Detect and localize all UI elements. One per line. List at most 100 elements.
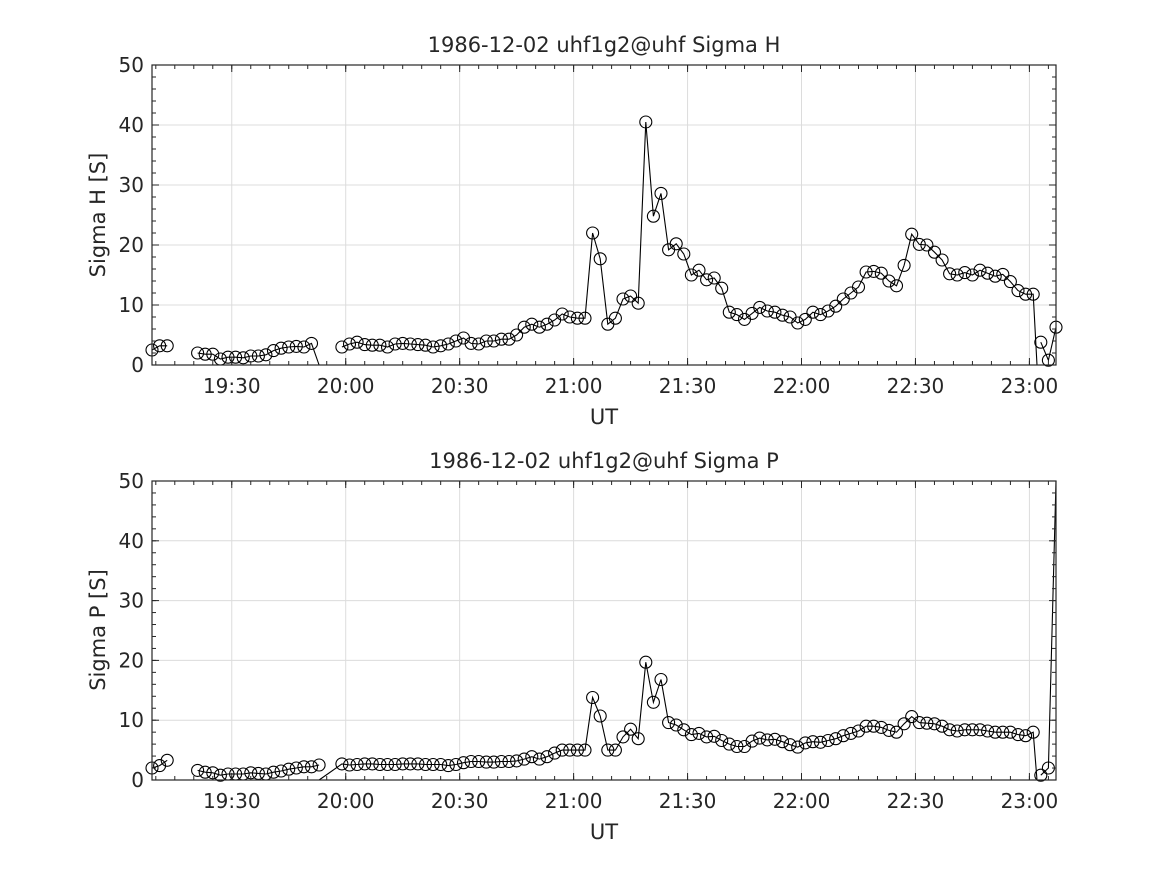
data-point: [624, 722, 638, 736]
data-point: [715, 733, 729, 748]
data-point: [472, 754, 486, 769]
data-point: [191, 763, 205, 777]
data-point: [289, 761, 303, 775]
data-point: [783, 738, 797, 752]
data-point: [358, 338, 372, 352]
data-point: [304, 760, 319, 774]
data-point: [616, 292, 630, 306]
data-point: [312, 758, 326, 772]
data-point: [297, 340, 311, 354]
data-point: [373, 757, 387, 772]
data-point: [1003, 275, 1017, 289]
data-point: [889, 725, 904, 739]
series: [145, 480, 1057, 782]
x-tick-label: 19:30: [203, 789, 261, 813]
data-point: [753, 300, 767, 314]
y-tick-label: 10: [119, 293, 144, 317]
data-point: [897, 717, 911, 731]
panel-sigma-h: 1986-12-02 uhf1g2@uhf Sigma H 19:30 20:00…: [86, 33, 1063, 429]
data-point: [472, 337, 486, 351]
data-point: [874, 720, 888, 734]
data-point: [221, 350, 235, 364]
chart-title: 1986-12-02 uhf1g2@uhf Sigma H: [428, 33, 781, 57]
data-point: [403, 757, 417, 771]
data-point: [304, 336, 319, 350]
data-point: [563, 743, 577, 757]
data-point: [927, 717, 942, 731]
data-point: [1041, 353, 1055, 367]
data-point: [396, 757, 410, 771]
data-point: [297, 760, 311, 774]
data-point: [593, 252, 607, 266]
y-tick-label: 20: [119, 233, 144, 257]
data-point: [654, 672, 668, 687]
x-tick-label: 20:30: [431, 374, 489, 398]
data-point: [601, 743, 615, 757]
data-point: [342, 337, 357, 351]
x-tick-label: 21:30: [659, 789, 717, 813]
series-line: [1040, 480, 1057, 776]
data-point: [229, 350, 243, 364]
data-point: [160, 339, 174, 353]
data-point: [555, 743, 569, 757]
data-point: [396, 336, 410, 350]
data-point: [707, 271, 721, 285]
data-point: [517, 752, 531, 766]
y-tick-label: 20: [119, 648, 144, 672]
data-point: [715, 281, 729, 295]
data-point: [540, 750, 554, 764]
y-axis-label: Sigma P [S]: [86, 569, 110, 691]
data-point: [836, 729, 850, 743]
data-point: [859, 265, 873, 279]
data-point: [935, 719, 949, 733]
data-point: [464, 336, 478, 350]
data-point: [418, 338, 433, 352]
y-tick-label: 50: [119, 53, 144, 77]
data-point: [616, 730, 630, 744]
data-point: [380, 757, 395, 772]
y-tick-label: 40: [119, 113, 144, 137]
data-point: [373, 338, 387, 352]
data-point: [563, 310, 577, 324]
data-point: [350, 757, 364, 772]
data-point: [532, 752, 546, 766]
data-point: [775, 735, 790, 749]
data-point: [274, 341, 288, 355]
data-point: [760, 733, 774, 747]
data-point: [722, 305, 736, 319]
data-point: [624, 289, 638, 303]
data-point: [479, 755, 493, 769]
data-point: [646, 695, 660, 709]
chart-title: 1986-12-02 uhf1g2@uhf Sigma P: [429, 449, 779, 473]
data-point: [631, 732, 645, 746]
data-point: [806, 735, 820, 749]
data-point: [943, 723, 957, 737]
data-point: [844, 726, 858, 740]
data-point: [342, 758, 357, 772]
data-point: [700, 273, 714, 287]
data-point: [889, 279, 904, 293]
gridlines: [152, 65, 1056, 365]
data-point: [198, 765, 212, 779]
data-point: [730, 308, 744, 322]
data-point: [722, 737, 736, 751]
data-point: [266, 765, 281, 779]
data-point: [965, 268, 979, 282]
x-tick-label: 23:00: [1001, 789, 1059, 813]
series-line: [1040, 327, 1057, 362]
data-point: [798, 312, 812, 326]
series-line: [197, 764, 320, 776]
data-point: [434, 339, 448, 353]
data-point: [829, 299, 843, 313]
data-point: [525, 317, 539, 331]
data-point: [958, 723, 972, 737]
data-point: [806, 305, 820, 319]
data-point: [525, 750, 539, 764]
data-point: [388, 337, 402, 351]
data-point: [608, 311, 622, 325]
data-point: [996, 725, 1010, 739]
data-point: [487, 755, 501, 769]
data-point: [988, 725, 1002, 739]
data-point: [380, 340, 395, 354]
data-point: [593, 709, 607, 723]
